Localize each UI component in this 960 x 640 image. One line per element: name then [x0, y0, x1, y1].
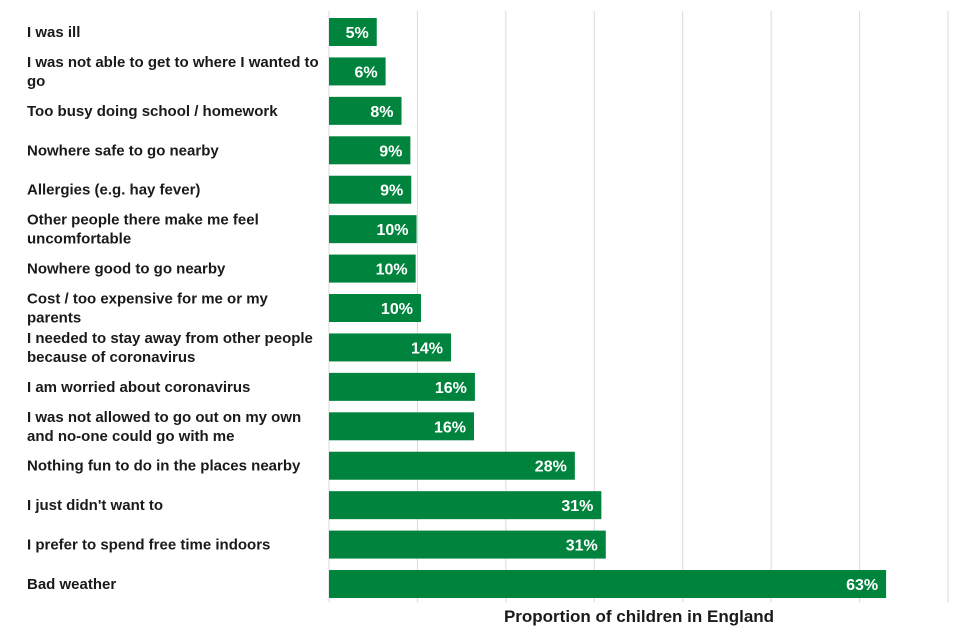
data-label: 14% [411, 340, 443, 357]
data-label: 16% [435, 380, 467, 397]
data-label: 31% [566, 538, 598, 555]
category-label: I was not allowed to go out on my own and… [27, 409, 301, 445]
bar [329, 96, 402, 125]
bar [329, 333, 452, 362]
data-label: 8% [370, 104, 393, 121]
bar [329, 451, 575, 480]
data-label: 16% [434, 419, 466, 436]
category-label: I just didn't want to [27, 497, 163, 514]
category-label: Nowhere safe to go nearby [27, 142, 219, 159]
gridlines [328, 11, 949, 602]
bar [329, 175, 412, 204]
bar [329, 570, 887, 599]
bar [329, 18, 377, 46]
data-label: 6% [354, 64, 377, 81]
category-label: I was not able to get to where I wanted … [27, 54, 319, 90]
data-label: 10% [381, 301, 413, 318]
bar [329, 215, 417, 244]
category-label: Bad weather [27, 576, 116, 593]
category-label: Nothing fun to do in the places nearby [27, 458, 301, 475]
data-label: 5% [346, 25, 369, 42]
category-label: I prefer to spend free time indoors [27, 537, 270, 554]
category-label: I needed to stay away from other people b… [27, 330, 313, 366]
x-axis-title: Proportion of children in England [504, 607, 774, 626]
bar [329, 294, 421, 323]
data-label: 9% [380, 183, 403, 200]
category-label: I was ill [27, 24, 80, 41]
bars [329, 18, 887, 599]
category-label: Allergies (e.g. hay fever) [27, 182, 200, 199]
category-label: Cost / too expensive for me or my parents [27, 291, 269, 327]
bar [329, 254, 416, 283]
category-labels: I was ill I was not able to get to where … [27, 24, 319, 593]
data-label: 10% [376, 262, 408, 279]
bar [329, 372, 475, 401]
data-label: 63% [846, 577, 878, 594]
category-label: I am worried about coronavirus [27, 379, 250, 396]
data-label: 28% [535, 459, 567, 476]
data-labels: 5% 6% 8% 9% 9% 10% 10% 10% 14% 16% 16% 28% 31% 31% 63% [346, 25, 878, 594]
data-label: 9% [379, 143, 402, 160]
data-label: 10% [377, 222, 409, 239]
bar [329, 57, 386, 86]
category-label: Other people there make me feel uncomfort… [27, 212, 259, 248]
bar [329, 491, 602, 520]
category-label: Too busy doing school / homework [27, 103, 278, 120]
bar [329, 530, 606, 559]
data-label: 31% [561, 498, 593, 515]
bar [329, 412, 475, 441]
bar [329, 136, 411, 165]
category-label: Nowhere good to go nearby [27, 261, 226, 278]
